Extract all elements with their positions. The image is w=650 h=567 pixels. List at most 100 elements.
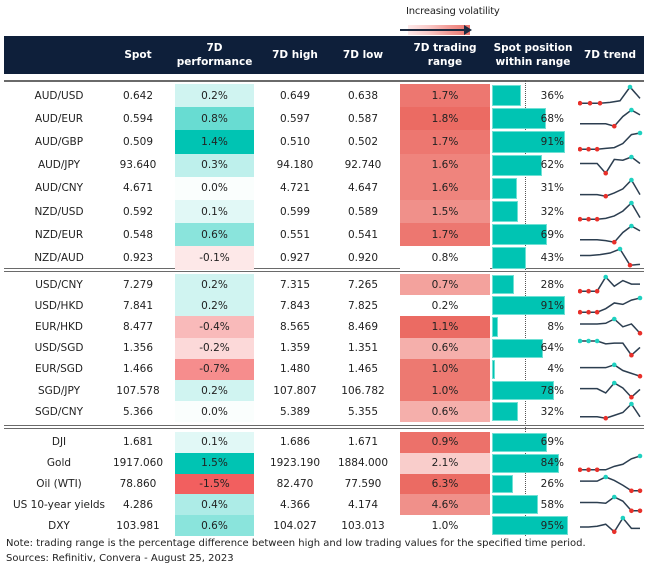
position-bar xyxy=(492,275,515,295)
trading-range-cell: 1.8% xyxy=(400,107,490,131)
sparkline-low-marker xyxy=(603,193,609,199)
column-header-1: Spot xyxy=(124,49,152,61)
low-value: 1884.000 xyxy=(337,457,389,470)
trend-sparkline xyxy=(580,317,643,336)
sparkline-low-marker xyxy=(637,508,643,514)
sparkline-low-marker xyxy=(594,288,600,294)
instrument-name: USD/CNY xyxy=(35,278,83,291)
position-percent: 91% xyxy=(540,135,564,148)
spot-value: 93.640 xyxy=(119,159,157,172)
table-row: USD/SGD 1.356 -0.2% 1.359 1.351 0.6% 64% xyxy=(4,337,644,359)
sparkline-high-marker xyxy=(594,338,600,343)
position-percent: 8% xyxy=(547,320,564,333)
sparkline-low-marker xyxy=(578,147,583,152)
position-bar xyxy=(492,433,548,452)
position-bar xyxy=(492,201,518,223)
position-bar-track xyxy=(492,247,572,269)
instrument-name: SGD/JPY xyxy=(37,384,81,397)
table-row: DJI 1.681 0.1% 1.686 1.671 0.9% 69% xyxy=(4,432,644,453)
instrument-name: USD/SGD xyxy=(34,342,84,355)
high-value: 82.470 xyxy=(276,477,314,490)
sparkline-low-marker xyxy=(629,508,634,514)
position-percent: 43% xyxy=(540,251,564,264)
performance-cell: 0.8% xyxy=(175,107,254,131)
trend-sparkline xyxy=(580,107,641,129)
sparkline-low-marker xyxy=(629,394,634,400)
sparkline-low-marker xyxy=(586,216,591,222)
trend-sparkline xyxy=(580,154,641,176)
sparkline-low-marker xyxy=(586,147,591,152)
sparkline-path xyxy=(580,178,641,197)
sparkline-high-marker xyxy=(629,154,634,159)
header-divider xyxy=(4,80,644,82)
sparkline-path xyxy=(580,516,640,534)
sparkline-high-marker xyxy=(603,274,609,280)
spot-value: 0.548 xyxy=(122,228,154,241)
sparkline-path xyxy=(580,318,641,335)
spot-value: 78.860 xyxy=(119,477,157,490)
spot-value: 0.594 xyxy=(122,112,154,125)
low-value: 77.590 xyxy=(344,477,382,490)
low-value: 8.469 xyxy=(347,320,379,333)
position-bar-track xyxy=(492,108,572,130)
table-row: AUD/USD 0.642 0.2% 0.649 0.638 1.7% 36% xyxy=(4,84,644,108)
instrument-name: AUD/JPY xyxy=(37,159,81,172)
trading-range-cell: 0.7% xyxy=(400,274,490,296)
position-bar xyxy=(492,453,560,473)
sparkline-low-marker xyxy=(578,100,583,106)
instrument-name: AUD/USD xyxy=(34,89,84,102)
trading-range-cell: 2.1% xyxy=(400,452,490,474)
position-bar xyxy=(492,296,565,316)
sparkline-low-marker xyxy=(594,147,600,152)
sparkline-low-marker xyxy=(578,310,583,315)
position-percent: 84% xyxy=(540,457,564,470)
low-value: 1.351 xyxy=(347,342,379,355)
column-header-0 xyxy=(4,36,104,74)
source-note: Sources: Refinitiv, Convera - August 25,… xyxy=(6,553,234,564)
position-bar-track xyxy=(492,201,572,223)
position-percent: 28% xyxy=(540,278,564,291)
instrument-name: EUR/SGD xyxy=(34,363,84,376)
performance-cell: 0.2% xyxy=(175,380,254,402)
sparkline-high-marker xyxy=(611,495,617,500)
sparkline-low-marker xyxy=(587,100,593,106)
sparkline-high-marker xyxy=(629,223,634,229)
position-percent: 69% xyxy=(540,228,564,241)
performance-cell: 0.1% xyxy=(175,200,254,224)
trading-range-cell: 1.6% xyxy=(400,153,490,177)
high-value: 8.565 xyxy=(279,320,311,333)
spot-value: 1.356 xyxy=(122,342,154,355)
position-percent: 4% xyxy=(547,363,564,376)
sparkline-low-marker xyxy=(586,467,591,472)
sparkline-high-marker xyxy=(629,401,634,407)
high-value: 104.027 xyxy=(273,519,317,532)
performance-cell: 0.2% xyxy=(175,84,254,108)
trading-range-cell: 0.8% xyxy=(400,246,490,270)
position-bar-track xyxy=(492,402,572,422)
sparkline-path xyxy=(580,201,641,220)
table-row: AUD/CNY 4.671 0.0% 4.721 4.647 1.6% 31% xyxy=(4,176,644,200)
position-percent: 36% xyxy=(540,89,564,102)
position-bar-track xyxy=(492,154,572,176)
position-bar xyxy=(492,247,527,269)
low-value: 103.013 xyxy=(341,519,385,532)
position-percent: 68% xyxy=(540,112,564,125)
sparkline-high-marker xyxy=(637,453,643,459)
position-bar-track xyxy=(492,453,572,473)
performance-cell: 0.0% xyxy=(175,401,254,423)
sparkline-high-marker xyxy=(617,247,623,252)
position-bar-track xyxy=(492,495,572,515)
table-row: NZD/AUD 0.923 -0.1% 0.927 0.920 0.8% 43% xyxy=(4,246,644,270)
group-separator xyxy=(4,425,644,429)
arrow-head-icon xyxy=(464,25,472,35)
high-value: 0.649 xyxy=(279,89,311,102)
position-bar-track xyxy=(492,338,572,358)
position-bar xyxy=(492,85,521,107)
position-bar-track xyxy=(492,474,572,494)
high-value: 7.315 xyxy=(279,278,311,291)
trend-sparkline xyxy=(578,338,641,358)
sparkline-low-marker xyxy=(603,416,609,421)
instrument-name: USD/HKD xyxy=(34,299,84,312)
low-value: 0.541 xyxy=(347,228,379,241)
position-bar-track xyxy=(492,131,572,153)
